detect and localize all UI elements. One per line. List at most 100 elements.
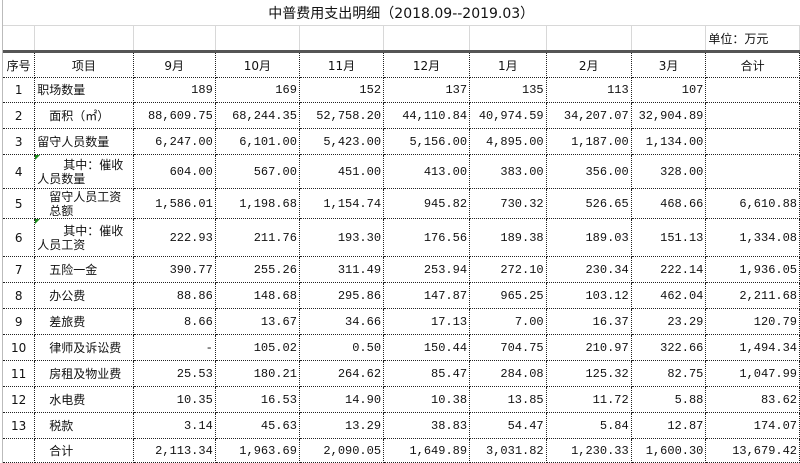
row-number-cell[interactable]: 9 <box>3 308 36 335</box>
cell[interactable] <box>215 25 300 53</box>
value-cell[interactable]: 16.37 <box>546 308 632 335</box>
value-cell[interactable]: 193.30 <box>299 218 385 257</box>
value-cell[interactable]: 5,423.00 <box>299 128 385 155</box>
value-cell[interactable]: 413.00 <box>383 154 471 189</box>
value-cell[interactable]: 38.83 <box>383 412 471 439</box>
cell[interactable] <box>299 25 385 53</box>
value-cell[interactable]: 3.14 <box>133 412 216 439</box>
value-cell[interactable]: 222.93 <box>133 218 216 257</box>
row-number-cell[interactable]: 5 <box>3 188 36 219</box>
value-cell[interactable]: 1,586.01 <box>133 188 216 219</box>
value-cell[interactable]: 2,090.05 <box>299 438 385 463</box>
value-cell[interactable]: 135 <box>469 77 547 103</box>
cell[interactable] <box>383 25 471 53</box>
value-cell[interactable]: 54.47 <box>469 412 547 439</box>
value-cell[interactable]: 13.29 <box>299 412 385 439</box>
item-cell[interactable]: 五险一金 <box>34 256 134 283</box>
value-cell[interactable]: 730.32 <box>469 188 547 219</box>
item-cell[interactable]: 留守人员工资总额 <box>34 188 134 219</box>
value-cell[interactable] <box>705 102 800 129</box>
value-cell[interactable]: 113 <box>546 77 632 103</box>
item-cell[interactable]: 房租及物业费 <box>34 360 134 387</box>
value-cell[interactable]: 103.12 <box>546 282 632 309</box>
value-cell[interactable]: 255.26 <box>215 256 300 283</box>
value-cell[interactable]: 1,494.34 <box>705 334 800 361</box>
value-cell[interactable]: 180.21 <box>215 360 300 387</box>
value-cell[interactable]: 189 <box>133 77 216 103</box>
item-cell[interactable]: 税款 <box>34 412 134 439</box>
item-cell[interactable]: 办公费 <box>34 282 134 309</box>
item-cell[interactable]: 合计 <box>34 438 134 463</box>
sheet-title[interactable]: 中普费用支出明细（2018.09--2019.03） <box>3 0 800 26</box>
value-cell[interactable]: 52,758.20 <box>299 102 385 129</box>
value-cell[interactable]: 189.38 <box>469 218 547 257</box>
value-cell[interactable]: 1,334.08 <box>705 218 800 257</box>
cell[interactable] <box>631 25 707 53</box>
row-number-cell[interactable]: 6 <box>3 218 36 257</box>
cell[interactable] <box>133 25 216 53</box>
column-header[interactable]: 11月 <box>299 51 385 78</box>
value-cell[interactable] <box>705 77 800 103</box>
value-cell[interactable]: 34.66 <box>299 308 385 335</box>
value-cell[interactable]: 2,211.68 <box>705 282 800 309</box>
value-cell[interactable]: 14.90 <box>299 386 385 413</box>
value-cell[interactable]: 174.07 <box>705 412 800 439</box>
value-cell[interactable]: 253.94 <box>383 256 471 283</box>
value-cell[interactable]: 83.62 <box>705 386 800 413</box>
column-header[interactable]: 9月 <box>133 51 216 78</box>
value-cell[interactable]: 390.77 <box>133 256 216 283</box>
value-cell[interactable]: 230.34 <box>546 256 632 283</box>
value-cell[interactable]: 526.65 <box>546 188 632 219</box>
value-cell[interactable]: - <box>133 334 216 361</box>
value-cell[interactable]: 13.85 <box>469 386 547 413</box>
value-cell[interactable]: 11.72 <box>546 386 632 413</box>
column-header[interactable]: 序号 <box>3 51 36 78</box>
value-cell[interactable]: 295.86 <box>299 282 385 309</box>
value-cell[interactable]: 1,600.30 <box>631 438 707 463</box>
value-cell[interactable]: 189.03 <box>546 218 632 257</box>
row-number-cell[interactable]: 8 <box>3 282 36 309</box>
row-number-cell[interactable]: 11 <box>3 360 36 387</box>
value-cell[interactable]: 704.75 <box>469 334 547 361</box>
value-cell[interactable]: 176.56 <box>383 218 471 257</box>
row-number-cell[interactable]: 1 <box>3 77 36 103</box>
row-number-cell[interactable]: 4 <box>3 154 36 189</box>
value-cell[interactable]: 32,904.89 <box>631 102 707 129</box>
value-cell[interactable]: 4,895.00 <box>469 128 547 155</box>
value-cell[interactable]: 5.88 <box>631 386 707 413</box>
item-cell[interactable]: 律师及诉讼费 <box>34 334 134 361</box>
cell[interactable] <box>469 25 547 53</box>
value-cell[interactable]: 150.44 <box>383 334 471 361</box>
value-cell[interactable]: 88,609.75 <box>133 102 216 129</box>
value-cell[interactable]: 17.13 <box>383 308 471 335</box>
value-cell[interactable]: 322.66 <box>631 334 707 361</box>
item-cell[interactable]: 留守人员数量 <box>34 128 134 155</box>
value-cell[interactable]: 6,247.00 <box>133 128 216 155</box>
value-cell[interactable]: 25.53 <box>133 360 216 387</box>
value-cell[interactable]: 1,198.68 <box>215 188 300 219</box>
item-cell[interactable]: 差旅费 <box>34 308 134 335</box>
value-cell[interactable]: 10.38 <box>383 386 471 413</box>
value-cell[interactable]: 68,244.35 <box>215 102 300 129</box>
value-cell[interactable]: 1,963.69 <box>215 438 300 463</box>
value-cell[interactable]: 1,649.89 <box>383 438 471 463</box>
value-cell[interactable]: 0.50 <box>299 334 385 361</box>
value-cell[interactable]: 45.63 <box>215 412 300 439</box>
value-cell[interactable]: 383.00 <box>469 154 547 189</box>
value-cell[interactable]: 1,154.74 <box>299 188 385 219</box>
value-cell[interactable]: 356.00 <box>546 154 632 189</box>
value-cell[interactable]: 6,610.88 <box>705 188 800 219</box>
row-number-cell[interactable]: 3 <box>3 128 36 155</box>
value-cell[interactable]: 40,974.59 <box>469 102 547 129</box>
value-cell[interactable]: 12.87 <box>631 412 707 439</box>
value-cell[interactable]: 284.08 <box>469 360 547 387</box>
value-cell[interactable]: 1,936.05 <box>705 256 800 283</box>
item-cell[interactable]: 职场数量 <box>34 77 134 103</box>
value-cell[interactable]: 1,047.99 <box>705 360 800 387</box>
value-cell[interactable]: 88.86 <box>133 282 216 309</box>
value-cell[interactable]: 211.76 <box>215 218 300 257</box>
unit-label[interactable]: 单位：万元 <box>705 25 800 53</box>
cell[interactable] <box>546 25 632 53</box>
value-cell[interactable]: 34,207.07 <box>546 102 632 129</box>
